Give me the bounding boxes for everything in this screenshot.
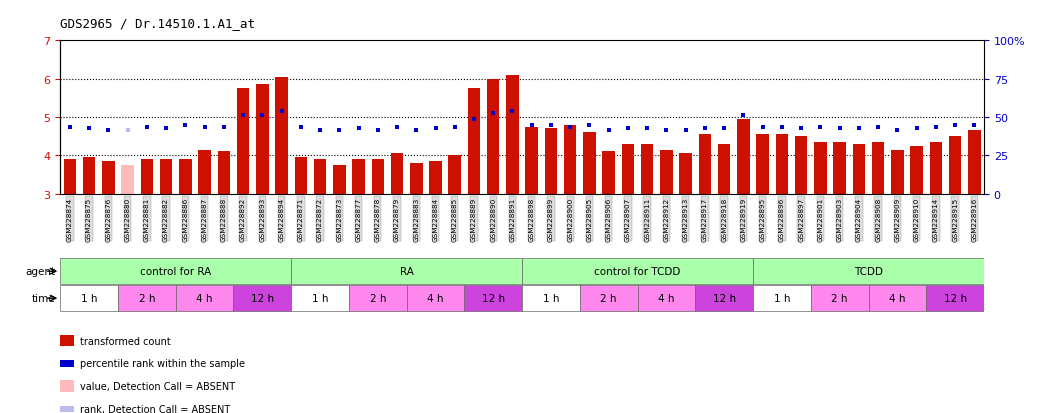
Bar [583, 133, 596, 194]
Bar [522, 259, 753, 285]
Bar [545, 129, 557, 194]
Bar [83, 158, 95, 194]
Bar [291, 259, 522, 285]
Bar [291, 285, 349, 311]
Bar [102, 161, 114, 194]
Text: time: time [31, 293, 55, 304]
Bar [580, 285, 637, 311]
Bar [892, 150, 904, 194]
Bar [795, 137, 808, 194]
Text: transformed count: transformed count [80, 336, 170, 346]
Text: control for RA: control for RA [140, 266, 212, 277]
Text: TCDD: TCDD [854, 266, 883, 277]
Text: 2 h: 2 h [370, 293, 386, 304]
Bar [198, 150, 211, 194]
Bar [680, 154, 692, 194]
Bar [160, 160, 172, 194]
Bar [410, 164, 422, 194]
Bar [522, 285, 580, 311]
Bar [660, 150, 673, 194]
Text: 1 h: 1 h [311, 293, 328, 304]
Text: GDS2965 / Dr.14510.1.A1_at: GDS2965 / Dr.14510.1.A1_at [60, 17, 255, 29]
Bar [275, 78, 288, 194]
Bar [218, 152, 230, 194]
Bar [926, 285, 984, 311]
Text: 4 h: 4 h [658, 293, 675, 304]
Bar [237, 89, 249, 194]
Bar [622, 145, 634, 194]
Text: 4 h: 4 h [428, 293, 444, 304]
Bar [757, 135, 769, 194]
Text: 1 h: 1 h [773, 293, 790, 304]
Text: RA: RA [400, 266, 413, 277]
Bar [775, 135, 788, 194]
Bar [60, 285, 118, 311]
Text: 12 h: 12 h [482, 293, 504, 304]
Text: control for TCDD: control for TCDD [595, 266, 681, 277]
Text: 1 h: 1 h [543, 293, 559, 304]
Bar [333, 166, 346, 194]
Bar [699, 135, 711, 194]
Bar [637, 285, 695, 311]
Bar [754, 259, 984, 285]
Bar [349, 285, 407, 311]
Bar [390, 154, 404, 194]
Bar [256, 85, 269, 194]
Bar [121, 166, 134, 194]
Text: 2 h: 2 h [138, 293, 155, 304]
Bar [525, 127, 538, 194]
Bar [602, 152, 614, 194]
Text: rank, Detection Call = ABSENT: rank, Detection Call = ABSENT [80, 404, 230, 413]
Bar [910, 146, 923, 194]
Bar [234, 285, 291, 311]
Bar [430, 161, 442, 194]
Bar [487, 79, 499, 194]
Text: percentile rank within the sample: percentile rank within the sample [80, 358, 245, 368]
Text: 4 h: 4 h [196, 293, 213, 304]
Bar [640, 145, 654, 194]
Text: value, Detection Call = ABSENT: value, Detection Call = ABSENT [80, 381, 235, 391]
Bar [118, 285, 175, 311]
Bar [464, 285, 522, 311]
Bar [175, 285, 234, 311]
Bar [968, 131, 981, 194]
Bar [63, 160, 76, 194]
Bar [718, 145, 731, 194]
Text: 12 h: 12 h [944, 293, 966, 304]
Bar [737, 120, 749, 194]
Bar [949, 137, 961, 194]
Bar [179, 160, 192, 194]
Bar [930, 142, 943, 194]
Bar [811, 285, 869, 311]
Bar [695, 285, 753, 311]
Bar [834, 142, 846, 194]
Text: 2 h: 2 h [831, 293, 848, 304]
Text: 4 h: 4 h [890, 293, 906, 304]
Bar [372, 160, 384, 194]
Bar [872, 142, 884, 194]
Bar [140, 160, 153, 194]
Bar [313, 160, 326, 194]
Bar [448, 156, 461, 194]
Bar [814, 142, 826, 194]
Bar [754, 285, 811, 311]
Bar [852, 145, 866, 194]
Bar [869, 285, 926, 311]
Bar [407, 285, 464, 311]
Bar [507, 76, 519, 194]
Text: 12 h: 12 h [251, 293, 274, 304]
Text: 12 h: 12 h [713, 293, 736, 304]
Bar [352, 160, 364, 194]
Bar [60, 259, 291, 285]
Text: agent: agent [25, 266, 55, 277]
Bar [468, 89, 481, 194]
Text: 2 h: 2 h [600, 293, 617, 304]
Bar [564, 125, 576, 194]
Bar [295, 158, 307, 194]
Text: 1 h: 1 h [81, 293, 98, 304]
